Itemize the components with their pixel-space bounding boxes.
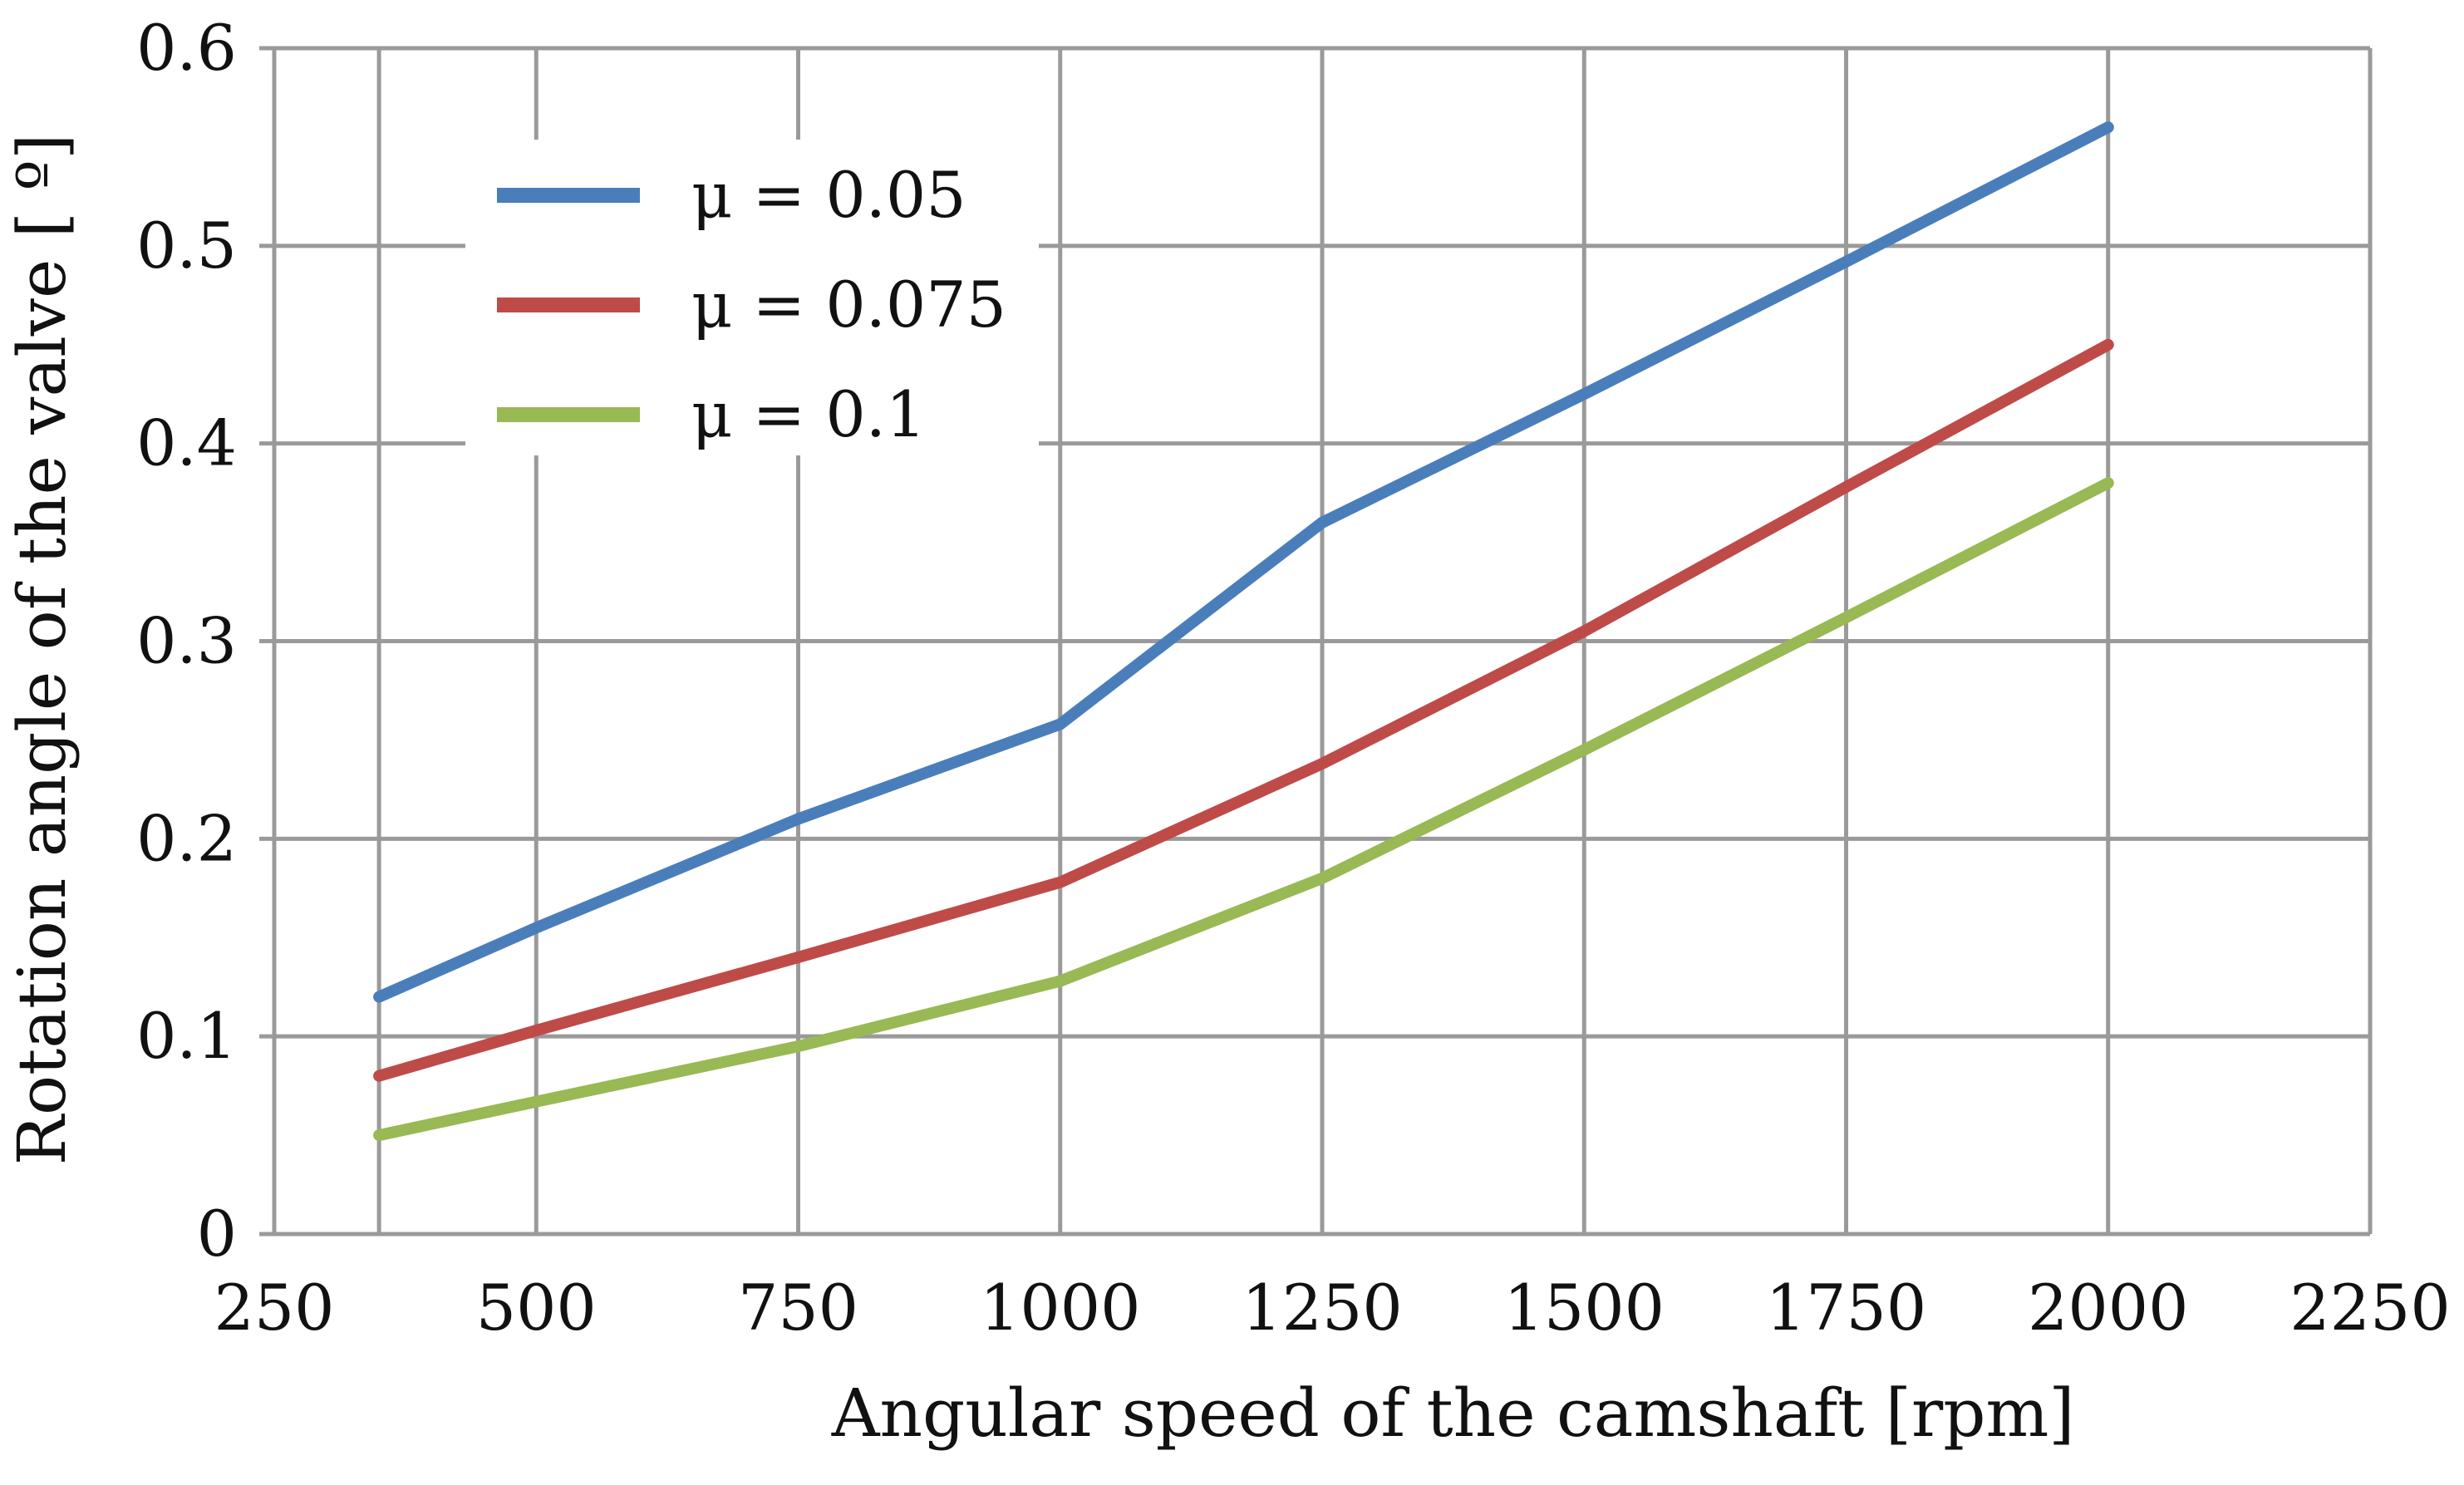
x-tick-label: 2000: [2028, 1271, 2188, 1345]
y-tick-label: 0.3: [136, 604, 237, 678]
y-tick-label: 0.6: [136, 11, 237, 85]
y-tick-label: 0.4: [136, 406, 237, 480]
x-tick-label: 750: [738, 1271, 858, 1345]
legend: μ = 0.05 μ = 0.075 μ = 0.1: [465, 140, 1039, 455]
series-line-1: [373, 121, 2114, 1003]
tick-labels: 0 0.1 0.2 0.3 0.4 0.5 0.6 250 500 750 1000 1250 1500…: [136, 11, 2451, 1345]
series-lines: [373, 121, 2114, 1142]
x-tick-label: 500: [476, 1271, 597, 1345]
x-tick-label: 1500: [1504, 1271, 1665, 1345]
x-tick-label: 1250: [1242, 1271, 1402, 1345]
grid: [259, 46, 2373, 1237]
y-tick-label: 0: [197, 1197, 237, 1271]
y-tick-label: 0.2: [136, 801, 237, 875]
x-tick-label: 2250: [2289, 1271, 2450, 1345]
x-tick-label: 1000: [980, 1271, 1140, 1345]
legend-label: μ = 0.075: [691, 268, 1006, 342]
y-tick-label: 0.1: [136, 999, 237, 1073]
x-axis-title: Angular speed of the camshaft [rpm]: [831, 1374, 2075, 1452]
legend-label: μ = 0.05: [691, 158, 966, 232]
x-tick-label: 250: [214, 1271, 334, 1345]
series-line-3: [373, 477, 2114, 1142]
y-axis-title: Rotation angle of the valve [ º]: [3, 134, 81, 1165]
x-tick-label: 1750: [1766, 1271, 1926, 1345]
y-tick-label: 0.5: [136, 209, 237, 283]
series-line-2: [373, 338, 2114, 1082]
legend-label: μ = 0.1: [691, 377, 926, 451]
